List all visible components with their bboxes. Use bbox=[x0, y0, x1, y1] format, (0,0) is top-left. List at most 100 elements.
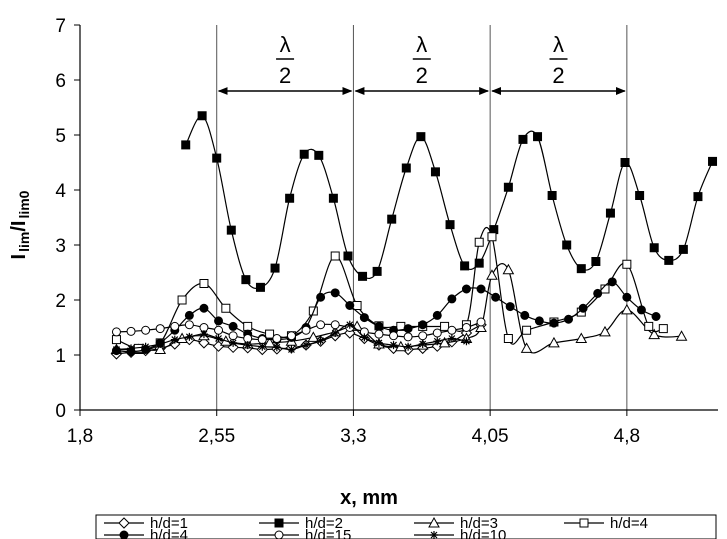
data-point bbox=[199, 330, 208, 339]
data-point bbox=[316, 320, 326, 330]
data-point bbox=[564, 314, 574, 324]
data-point bbox=[154, 343, 167, 354]
data-point bbox=[658, 324, 668, 334]
series-line bbox=[185, 115, 714, 289]
lambda-denominator: 2 bbox=[552, 63, 564, 88]
legend-label: h/d=10 bbox=[460, 527, 506, 539]
data-point bbox=[620, 158, 630, 167]
star-strokes bbox=[316, 336, 325, 345]
data-point bbox=[221, 303, 231, 313]
x-tick-label: 4,8 bbox=[614, 426, 640, 447]
legend-marker bbox=[274, 518, 284, 528]
star-strokes bbox=[170, 335, 179, 344]
data-point bbox=[403, 324, 413, 334]
data-point bbox=[360, 333, 369, 342]
data-point bbox=[648, 328, 661, 340]
data-point bbox=[285, 193, 295, 203]
data-point bbox=[257, 335, 267, 345]
wavelength-annotations: λ 2 λ 2 λ 2 bbox=[217, 32, 626, 95]
legend-marker bbox=[274, 530, 284, 539]
star-strokes bbox=[389, 341, 398, 350]
data-point bbox=[593, 288, 603, 298]
legend-marker bbox=[118, 517, 130, 529]
data-point bbox=[228, 321, 238, 331]
data-point bbox=[243, 321, 253, 331]
data-point bbox=[314, 150, 324, 160]
data-point bbox=[440, 321, 450, 331]
legend-marker bbox=[428, 516, 440, 528]
data-point bbox=[197, 111, 207, 121]
data-point bbox=[403, 332, 413, 342]
data-point bbox=[491, 292, 501, 302]
star-strokes bbox=[141, 342, 150, 351]
data-point bbox=[600, 284, 610, 294]
data-point bbox=[214, 334, 223, 343]
legend-label: h/d=15 bbox=[305, 527, 351, 539]
series-circle-open bbox=[111, 317, 486, 345]
data-point bbox=[343, 251, 353, 261]
legend-marker bbox=[119, 530, 129, 539]
y-axis-label: Ilim/Ilim0 bbox=[8, 190, 32, 259]
data-point bbox=[651, 312, 661, 321]
series-diamond-open bbox=[110, 319, 487, 360]
data-point bbox=[307, 331, 320, 342]
data-point bbox=[649, 243, 659, 253]
data-point bbox=[533, 132, 543, 142]
data-point bbox=[644, 321, 654, 331]
data-point bbox=[591, 257, 601, 266]
data-point bbox=[438, 336, 451, 348]
y-tick-label: 5 bbox=[55, 126, 66, 147]
data-point bbox=[664, 255, 674, 265]
x-tick-label: 2,55 bbox=[198, 426, 235, 447]
data-point bbox=[622, 259, 632, 269]
data-point bbox=[387, 214, 397, 224]
data-point bbox=[505, 302, 515, 312]
data-point bbox=[430, 167, 440, 177]
y-tick-label: 3 bbox=[55, 236, 66, 257]
legend-item: h/d=3 bbox=[414, 515, 498, 532]
data-point bbox=[302, 341, 311, 350]
star-strokes bbox=[462, 337, 471, 346]
data-point bbox=[272, 343, 281, 352]
star-strokes bbox=[360, 333, 369, 342]
y-tick-label: 2 bbox=[55, 291, 66, 312]
legend-marker bbox=[430, 531, 438, 539]
y-tick-label: 0 bbox=[55, 401, 66, 422]
legend-item: h/d=2 bbox=[259, 515, 343, 532]
data-point bbox=[374, 329, 384, 339]
data-point bbox=[447, 334, 456, 343]
data-point bbox=[503, 182, 513, 192]
star-strokes bbox=[243, 341, 252, 350]
star-strokes bbox=[374, 338, 383, 347]
data-point bbox=[636, 305, 646, 315]
data-point bbox=[622, 292, 632, 302]
data-point bbox=[432, 328, 442, 338]
data-point bbox=[635, 191, 645, 200]
legend-item: h/d=10 bbox=[414, 527, 506, 539]
data-point bbox=[316, 336, 325, 345]
y-tick-label: 7 bbox=[55, 16, 66, 37]
data-point bbox=[418, 331, 428, 341]
data-point bbox=[214, 316, 224, 326]
data-point bbox=[503, 334, 513, 343]
x-axis: 1,8 2,55 3,3 4,05 4,8 bbox=[67, 409, 718, 447]
x-tick-label: 1,8 bbox=[67, 426, 93, 447]
data-point bbox=[272, 334, 282, 343]
star-strokes bbox=[345, 320, 354, 329]
data-point bbox=[445, 220, 455, 230]
data-point bbox=[127, 344, 136, 353]
data-point bbox=[547, 191, 557, 200]
data-point bbox=[177, 295, 187, 305]
data-point bbox=[330, 288, 340, 298]
data-point bbox=[476, 284, 486, 294]
legend-item: h/d=15 bbox=[259, 527, 351, 539]
lambda-numerator: λ bbox=[553, 32, 564, 57]
data-point bbox=[270, 263, 280, 273]
data-point bbox=[461, 284, 471, 294]
data-point bbox=[522, 325, 532, 335]
data-point bbox=[184, 320, 194, 330]
y-tick-label: 1 bbox=[55, 346, 66, 367]
data-point bbox=[678, 244, 688, 254]
star-strokes bbox=[447, 334, 456, 343]
data-point bbox=[401, 163, 411, 173]
